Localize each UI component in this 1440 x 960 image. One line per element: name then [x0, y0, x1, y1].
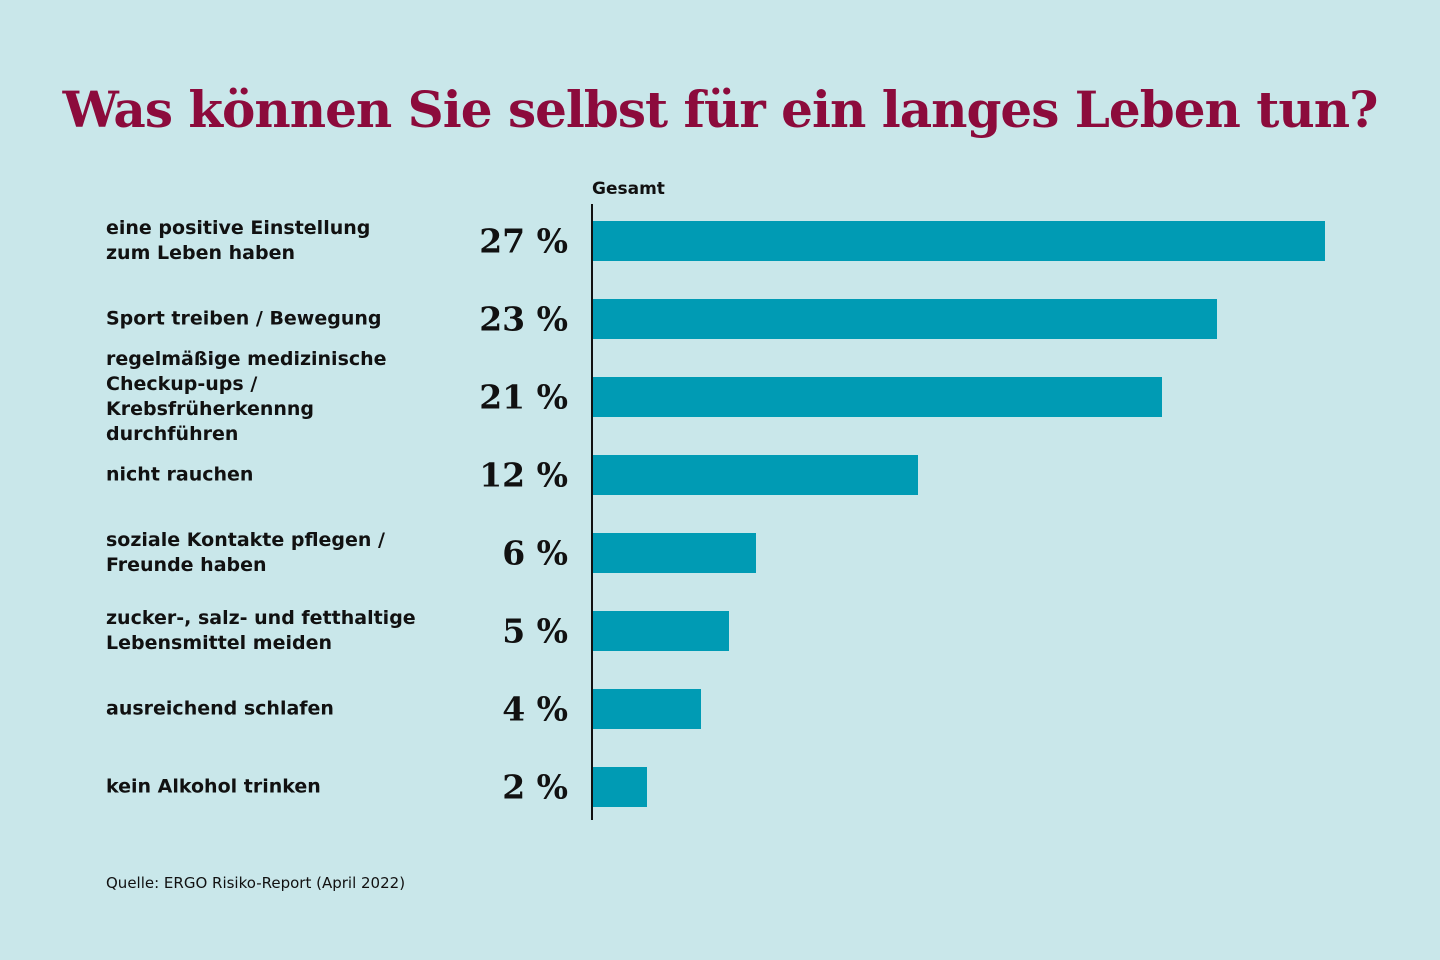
bar: [593, 221, 1325, 261]
value-label: 12 %: [479, 455, 568, 495]
chart-subtitle: Gesamt: [592, 179, 665, 199]
value-label: 4 %: [502, 689, 568, 729]
category-label: kein Alkohol trinken: [106, 775, 321, 798]
bar: [593, 455, 919, 495]
axis-line: [591, 204, 593, 820]
value-label: 23 %: [479, 299, 568, 339]
bar: [593, 299, 1217, 339]
bar: [593, 689, 702, 729]
category-label: soziale Kontakte pflegen / Freunde haben: [106, 529, 385, 576]
category-label: regelmäßige medizinische Checkup-ups / K…: [106, 348, 387, 445]
value-label: 6 %: [502, 533, 568, 573]
category-label: eine positive Einstellung zum Leben habe…: [106, 217, 371, 264]
chart-title: Was können Sie selbst für ein langes Leb…: [62, 80, 1379, 139]
bar: [593, 611, 729, 651]
value-label: 2 %: [502, 767, 568, 807]
bar: [593, 533, 756, 573]
source-note: Quelle: ERGO Risiko-Report (April 2022): [106, 874, 406, 892]
value-label: 27 %: [479, 221, 568, 261]
bar: [593, 767, 648, 807]
category-label: nicht rauchen: [106, 463, 254, 486]
category-label: Sport treiben / Bewegung: [106, 307, 382, 330]
category-label: zucker-, salz- und fetthaltige Lebensmit…: [106, 607, 416, 654]
bar: [593, 377, 1163, 417]
category-label: ausreichend schlafen: [106, 697, 334, 720]
value-label: 21 %: [479, 377, 568, 417]
value-label: 5 %: [502, 611, 568, 651]
